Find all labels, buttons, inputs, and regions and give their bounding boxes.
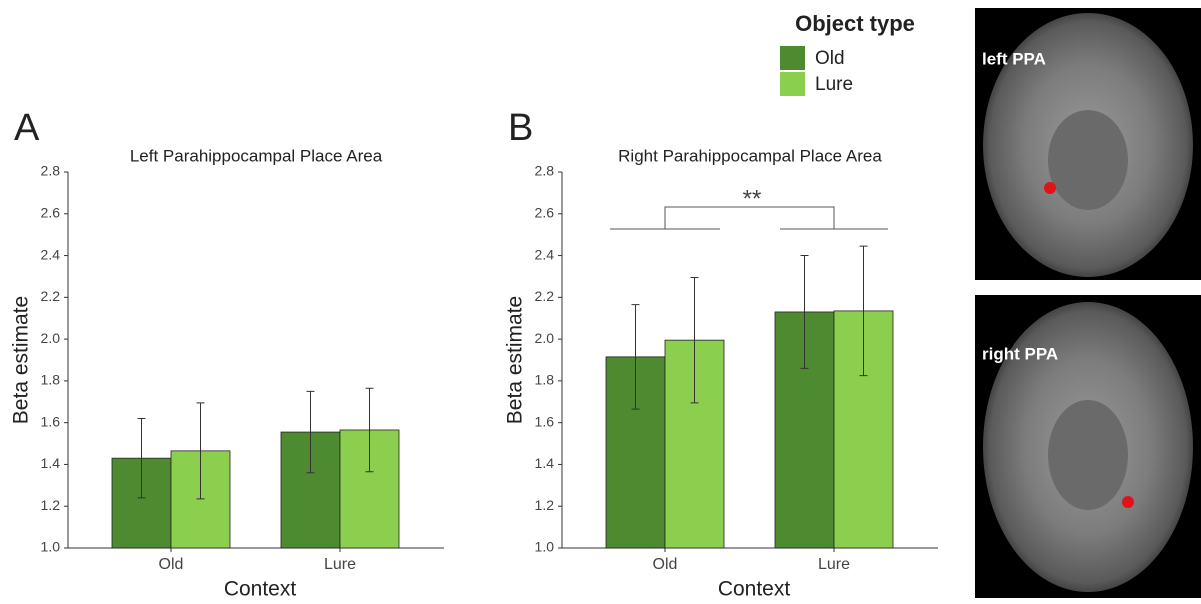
x-tick-label: Old [653, 556, 678, 573]
y-tick-label: 1.8 [535, 372, 555, 388]
x-tick-label: Lure [818, 556, 850, 573]
y-tick-label: 2.4 [535, 246, 555, 262]
y-tick-label: 1.2 [535, 497, 555, 513]
y-tick-label: 1.0 [535, 539, 555, 555]
y-tick-label: 2.2 [535, 288, 555, 304]
y-tick-label: 2.4 [41, 246, 61, 262]
x-tick-label: Lure [324, 556, 356, 573]
annotation: ** [743, 185, 762, 212]
image-label: left PPA [982, 49, 1046, 68]
chart-title: Left Parahippocampal Place Area [130, 146, 383, 165]
y-axis-title: Beta estimate [10, 296, 33, 424]
y-tick-label: 1.4 [41, 455, 61, 471]
y-tick-label: 1.2 [41, 497, 61, 513]
y-tick-label: 2.0 [41, 330, 61, 346]
y-tick-label: 2.8 [535, 163, 555, 179]
y-axis-title: Beta estimate [504, 296, 527, 424]
y-tick-label: 2.8 [41, 163, 61, 179]
y-tick-label: 1.0 [41, 539, 61, 555]
x-tick-label: Old [159, 556, 184, 573]
image-label: right PPA [982, 344, 1058, 363]
y-tick-label: 1.6 [41, 413, 61, 429]
legend-label: Lure [815, 74, 853, 95]
brain-image: right PPA [975, 295, 1201, 598]
y-tick-label: 1.6 [535, 413, 555, 429]
panel-label: B [508, 107, 533, 149]
y-tick-label: 1.4 [535, 455, 555, 471]
y-tick-label: 2.2 [41, 288, 61, 304]
brain-image: left PPA [975, 8, 1201, 280]
x-axis-title: Context [224, 578, 297, 601]
y-tick-label: 2.0 [535, 330, 555, 346]
figure: Object type left PPA right PPA Old Lure A L… [0, 0, 1201, 604]
legend-swatch [780, 46, 805, 70]
legend-title: Object type [795, 11, 915, 36]
y-tick-label: 2.6 [535, 204, 555, 220]
panel-label: A [14, 107, 40, 149]
x-axis-title: Context [718, 578, 791, 601]
chart-title: Right Parahippocampal Place Area [618, 146, 882, 165]
legend-swatch [780, 72, 805, 96]
legend-label: Old [815, 48, 845, 69]
y-tick-label: 1.8 [41, 372, 61, 388]
y-tick-label: 2.6 [41, 204, 61, 220]
